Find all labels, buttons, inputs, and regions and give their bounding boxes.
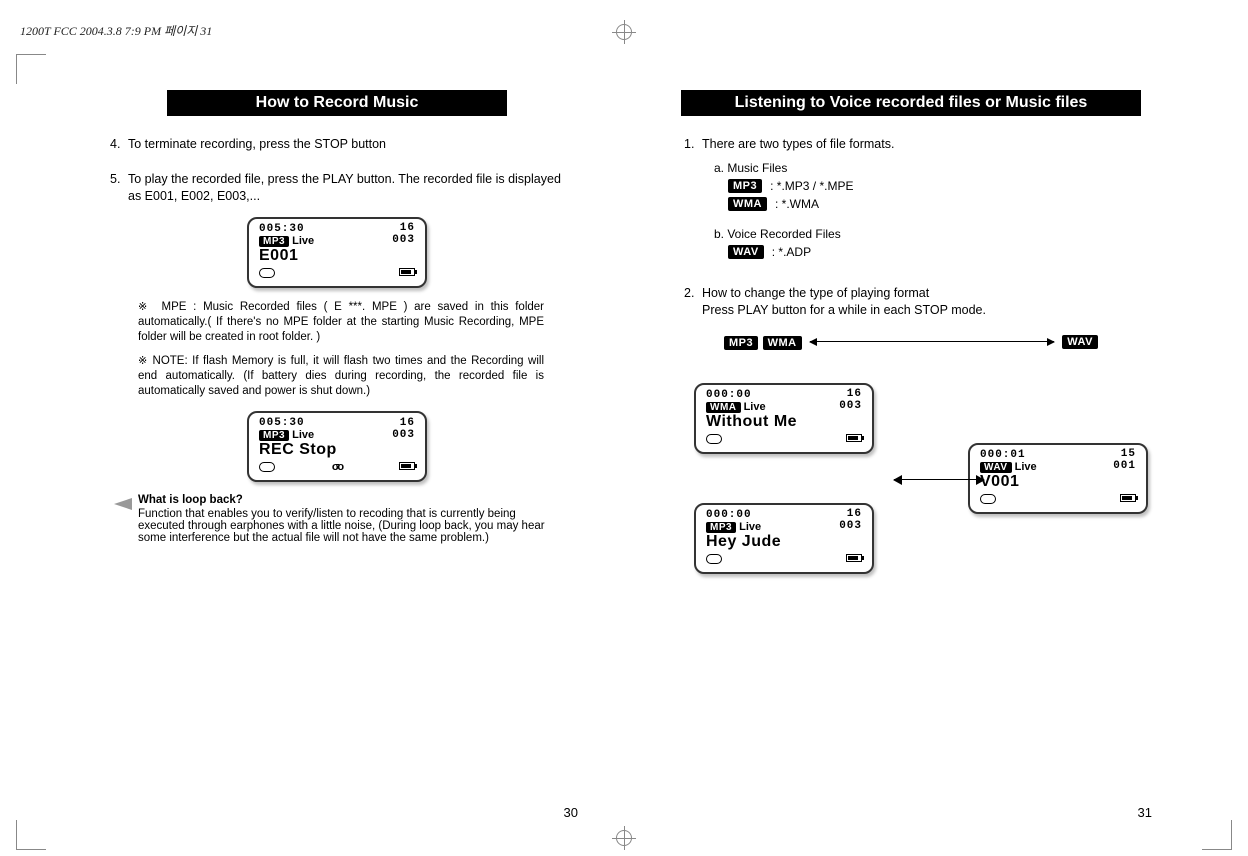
step-2-text: How to change the type of playing format xyxy=(702,286,929,300)
lcd1-index-top: 16 xyxy=(400,222,415,234)
lcd2-time: 005:30 xyxy=(259,417,305,429)
note-symbol-2: ※ xyxy=(138,355,149,367)
lcd1-big-text: E001 xyxy=(259,247,298,265)
double-arrow-icon xyxy=(894,479,984,480)
lcd-screen-recstop: 005:30 16 MP3 Live 003 REC Stop σο xyxy=(247,411,427,482)
lcdc-index-bot: 001 xyxy=(1113,461,1136,472)
music-files-label: a. Music Files xyxy=(714,161,1138,175)
lcdb-index-bot: 003 xyxy=(839,521,862,532)
note-mpe-text: MPE : Music Recorded files ( E ***. MPE … xyxy=(138,301,544,343)
lcdb-mode: Live xyxy=(739,521,761,533)
battery-icon xyxy=(1120,494,1136,502)
lcdc-big-text: V001 xyxy=(980,473,1019,491)
step-1: 1. There are two types of file formats. xyxy=(684,136,1138,153)
step-5-number: 5. xyxy=(110,171,128,205)
lcdc-format-badge: WAV xyxy=(980,462,1012,473)
shuffle-icon: σο xyxy=(332,461,342,474)
battery-icon xyxy=(846,434,862,442)
note-symbol: ※ xyxy=(138,301,151,313)
crop-mark-br xyxy=(1202,820,1232,850)
lcdb-index-top: 16 xyxy=(847,509,862,520)
lcd-screen-wav: 000:01 15 WAV Live 001 V001 xyxy=(968,443,1148,514)
step-5: 5. To play the recorded file, press the … xyxy=(110,171,564,205)
voice-files-label: b. Voice Recorded Files xyxy=(714,227,1138,241)
print-header-stamp: 1200T FCC 2004.3.8 7:9 PM 페이지 31 xyxy=(20,22,212,39)
step-2-number: 2. xyxy=(684,285,702,319)
step-2-subtext: Press PLAY button for a while in each ST… xyxy=(702,303,986,317)
lcd-screen-wma: 000:00 16 WMA Live 003 Without Me xyxy=(694,383,874,454)
loop-icon xyxy=(259,267,275,280)
loop-icon xyxy=(980,493,996,506)
lcda-index-top: 16 xyxy=(847,389,862,400)
crop-mark-bl xyxy=(16,820,46,850)
lcd-screen-mp3: 000:00 16 MP3 Live 003 Hey Jude xyxy=(694,503,874,574)
lcdc-index-top: 15 xyxy=(1121,449,1136,460)
page-number-left: 30 xyxy=(564,805,578,820)
left-page: How to Record Music 4. To terminate reco… xyxy=(90,80,584,816)
registration-mark-top xyxy=(612,20,636,44)
crop-mark-tl xyxy=(16,54,46,84)
lcda-index-bot: 003 xyxy=(839,401,862,412)
lcda-time: 000:00 xyxy=(706,389,752,401)
tip-arrow-icon xyxy=(114,498,132,510)
page-number-right: 31 xyxy=(1138,805,1152,820)
wma-ext-text: : *.WMA xyxy=(775,197,819,211)
format-wav: WAV : *.ADP xyxy=(728,245,1158,259)
lcdb-big-text: Hey Jude xyxy=(706,533,781,551)
lcdb-format-badge: MP3 xyxy=(706,522,736,533)
lcd1-index-bot: 003 xyxy=(392,235,415,246)
registration-mark-bottom xyxy=(612,826,636,850)
loop-icon xyxy=(706,433,722,446)
tip-question: What is loop back? xyxy=(138,494,564,506)
note-mpe: ※ MPE : Music Recorded files ( E ***. MP… xyxy=(138,300,544,345)
left-section-title: How to Record Music xyxy=(167,90,507,116)
battery-icon xyxy=(846,554,862,562)
mp3-badge: MP3 xyxy=(728,179,762,193)
right-page: Listening to Voice recorded files or Mus… xyxy=(664,80,1158,816)
step-5-text: To play the recorded file, press the PLA… xyxy=(128,171,564,205)
step-4-number: 4. xyxy=(110,136,128,153)
wav-badge: WAV xyxy=(728,245,764,259)
step-4-text: To terminate recording, press the STOP b… xyxy=(128,136,564,153)
note-memory: ※NOTE: If flash Memory is full, it will … xyxy=(138,354,544,399)
lcda-format-badge: WMA xyxy=(706,402,741,413)
switch-wav-badge: WAV xyxy=(1062,335,1098,349)
format-wma: WMA : *.WMA xyxy=(728,197,1158,211)
lcda-mode: Live xyxy=(744,401,766,413)
lcd1-mode: Live xyxy=(292,235,314,247)
step-1-text: There are two types of file formats. xyxy=(702,136,1138,153)
step-4: 4. To terminate recording, press the STO… xyxy=(110,136,564,153)
switch-mp3-badge: MP3 xyxy=(724,336,758,350)
lcda-big-text: Without Me xyxy=(706,413,797,431)
wma-badge: WMA xyxy=(728,197,767,211)
note-memory-text: NOTE: If flash Memory is full, it will f… xyxy=(138,355,544,397)
lcd2-format-badge: MP3 xyxy=(259,430,289,441)
lcd2-index-bot: 003 xyxy=(392,430,415,441)
loop-icon xyxy=(259,461,275,474)
right-section-title: Listening to Voice recorded files or Mus… xyxy=(681,90,1141,116)
lcdc-time: 000:01 xyxy=(980,449,1026,461)
mp3-ext-text: : *.MP3 / *.MPE xyxy=(770,179,853,193)
battery-icon xyxy=(399,462,415,470)
battery-icon xyxy=(399,268,415,276)
step-2: 2. How to change the type of playing for… xyxy=(684,285,1138,319)
mode-switch-diagram: MP3 WMA WAV xyxy=(724,333,1098,351)
format-mp3: MP3 : *.MP3 / *.MPE xyxy=(728,179,1158,193)
lcd2-mode: Live xyxy=(292,429,314,441)
lcd-group: 000:00 16 WMA Live 003 Without Me xyxy=(664,371,1158,631)
wav-ext-text: : *.ADP xyxy=(772,245,811,259)
double-arrow-icon xyxy=(810,341,1055,342)
lcd1-format-badge: MP3 xyxy=(259,236,289,247)
lcd2-index-top: 16 xyxy=(400,418,415,429)
lcd-screen-e001: 005:30 16 MP3 Live 003 E001 xyxy=(247,217,427,288)
lcdc-mode: Live xyxy=(1015,461,1037,473)
step-1-number: 1. xyxy=(684,136,702,153)
lcd1-time: 005:30 xyxy=(259,223,305,235)
tip-answer: Function that enables you to verify/list… xyxy=(138,508,564,544)
loop-icon xyxy=(706,553,722,566)
lcdb-time: 000:00 xyxy=(706,509,752,521)
lcd2-big-text: REC Stop xyxy=(259,441,337,459)
switch-wma-badge: WMA xyxy=(763,336,802,350)
tip-loopback: What is loop back? Function that enables… xyxy=(138,494,564,544)
